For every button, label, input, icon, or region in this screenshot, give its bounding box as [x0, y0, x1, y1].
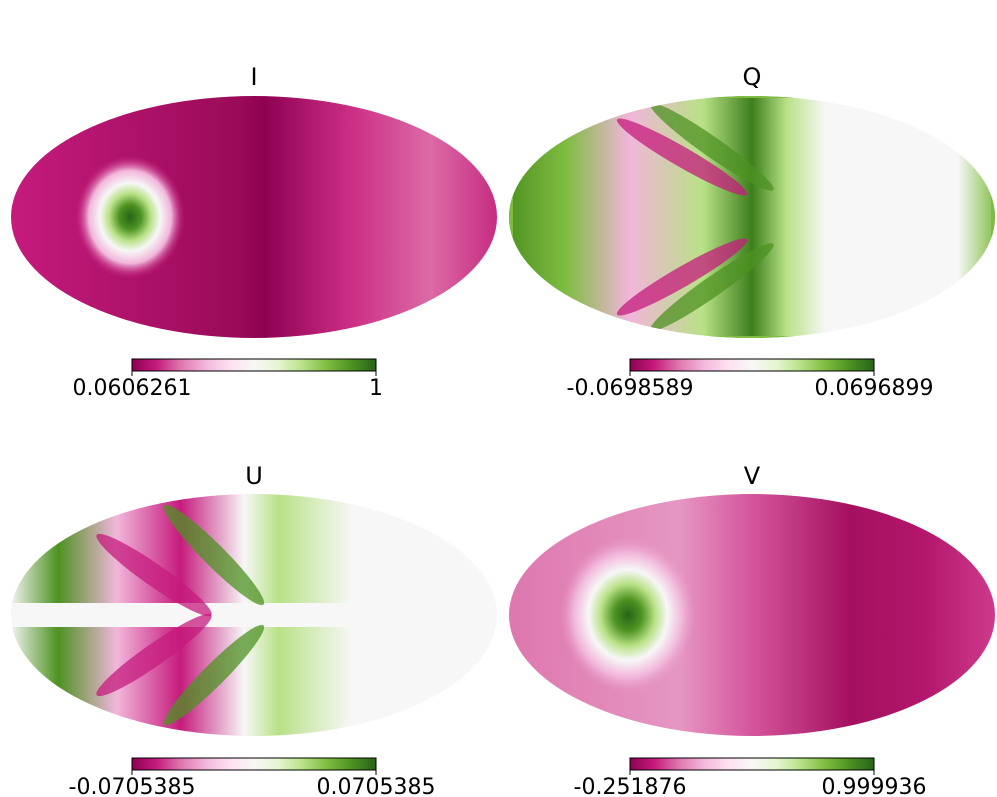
map-image [11, 96, 497, 338]
panel-title: Q [743, 63, 762, 91]
map-panel: U -0.0705385 0.0705385 [11, 462, 497, 797]
colorbar-tick-label: 0.0606261 [73, 376, 192, 401]
map-image [11, 494, 497, 736]
colorbar [131, 757, 377, 771]
map-panel: Q -0.0698589 0.0696899 [509, 63, 995, 401]
map-feature [650, 243, 774, 331]
map-image [509, 96, 995, 338]
map-feature [11, 603, 497, 627]
colorbar [629, 358, 875, 372]
map-feature [75, 155, 185, 279]
colorbar-tick-label: -0.251876 [574, 775, 687, 797]
map-feature [616, 118, 748, 196]
colorbar-tick-label: -0.0698589 [567, 376, 694, 401]
colorbar-tick-label: 0.0696899 [815, 376, 934, 401]
colorbar-tick-label: -0.0705385 [69, 775, 196, 797]
map-feature [650, 103, 774, 191]
map-field [509, 96, 995, 338]
colorbar [629, 757, 875, 771]
colorbar-tick-label: 0.999936 [822, 775, 927, 797]
map-panel: V -0.251876 0.999936 [509, 462, 995, 797]
map-feature [96, 533, 212, 617]
panel-title: V [744, 462, 761, 490]
map-image [509, 494, 995, 736]
panel-title: I [250, 63, 257, 91]
map-panel: I 0.0606261 1 [11, 63, 497, 401]
colorbar-tick-label: 1 [369, 376, 383, 401]
map-feature [96, 613, 212, 697]
map-feature [163, 624, 265, 726]
panel-title: U [245, 462, 263, 490]
colorbar [131, 358, 377, 372]
map-feature [616, 238, 748, 316]
colorbar-tick-label: 0.0705385 [317, 775, 436, 797]
map-feature [163, 504, 265, 606]
map-feature [560, 537, 696, 693]
